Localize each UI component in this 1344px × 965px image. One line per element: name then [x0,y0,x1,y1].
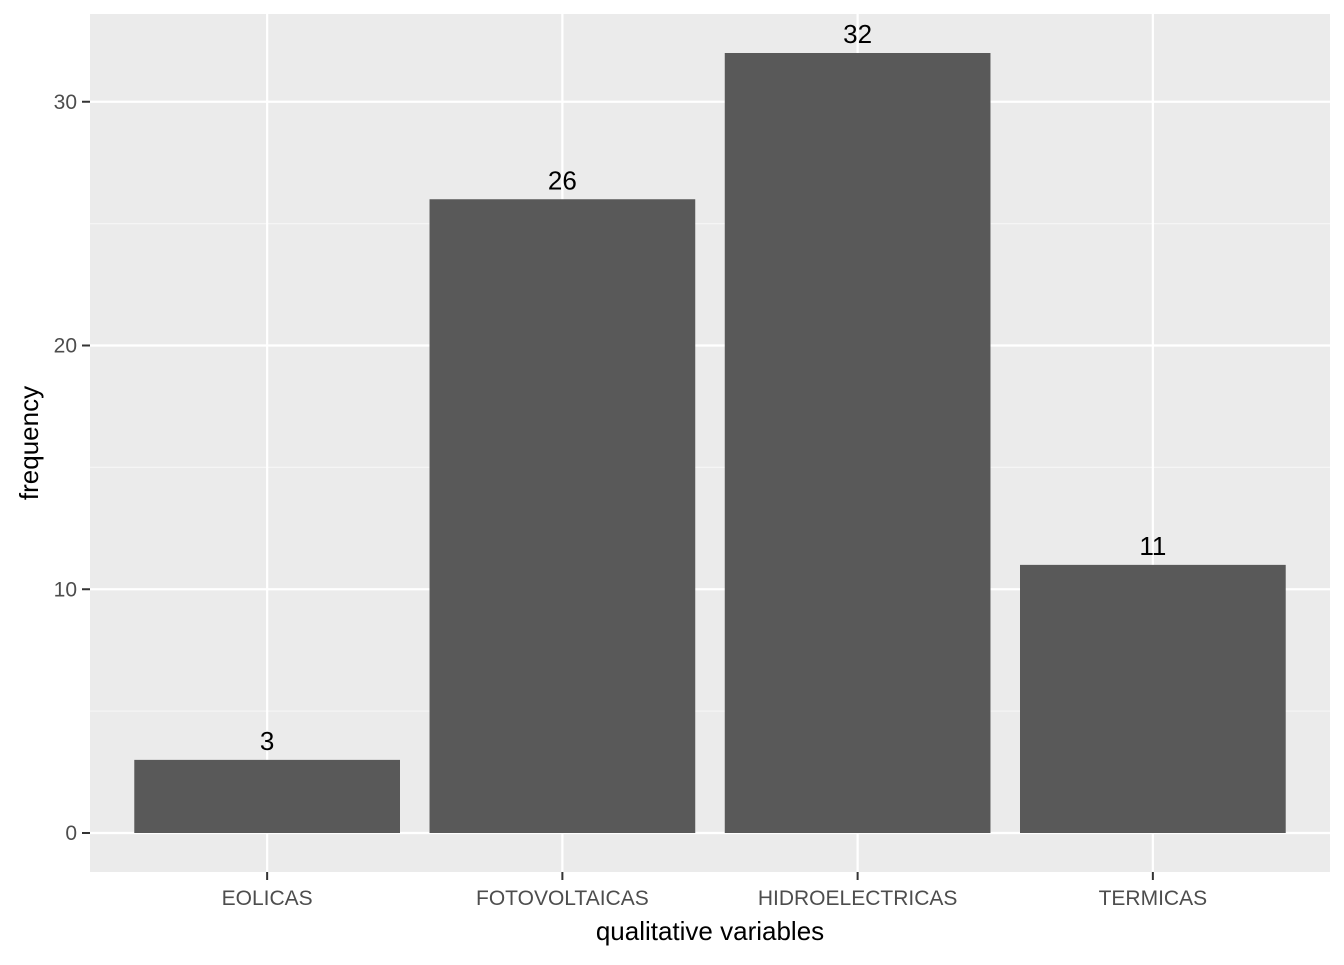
x-tick-label: EOLICAS [222,887,313,910]
y-tick-label: 20 [54,335,77,358]
data-label: 3 [260,726,274,756]
bar-eolicas [134,759,401,833]
data-label: 11 [1139,531,1166,561]
y-axis: 0 10 20 30 [54,91,90,845]
x-tick-label: HIDROELECTRICAS [758,887,958,910]
x-tick-label: FOTOVOLTAICAS [476,887,649,910]
data-label: 32 [843,19,872,49]
y-tick-label: 30 [54,91,77,114]
y-tick-label: 0 [65,822,77,845]
bar-fotovoltaicas [429,199,696,833]
bar-hidroelectricas [724,53,991,833]
bar-termicas [1020,564,1286,833]
y-tick-label: 10 [54,578,77,601]
x-axis-title: qualitative variables [596,916,824,946]
x-tick-label: TERMICAS [1099,887,1208,910]
data-label: 26 [548,165,577,195]
x-axis: EOLICAS FOTOVOLTAICAS HIDROELECTRICAS TERMI… [222,872,1207,910]
y-axis-title: frequency [14,386,44,500]
bars-group [134,53,1286,833]
data-labels-group: 3 26 32 11 [260,19,1166,756]
